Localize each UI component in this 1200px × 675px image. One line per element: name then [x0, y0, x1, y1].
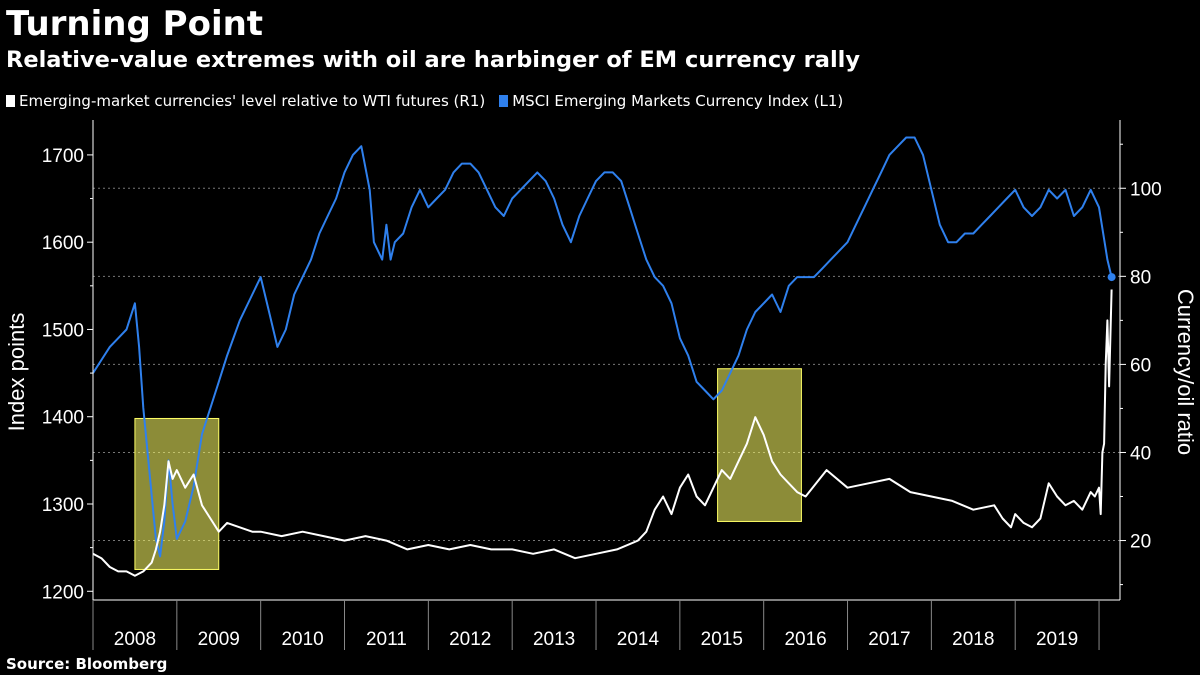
- right-axis-title: Currency/oil ratio: [1173, 289, 1198, 455]
- highlight-box-2: [717, 368, 802, 522]
- x-tick-label: 2014: [617, 629, 660, 650]
- legend-swatch-white: [6, 95, 15, 107]
- right-tick-label: 60: [1130, 355, 1151, 376]
- x-tick-label: 2019: [1036, 629, 1078, 650]
- x-tick-label: 2009: [198, 629, 240, 650]
- x-tick-label: 2016: [784, 629, 826, 650]
- grid-lines: [93, 187, 1120, 542]
- x-tick-label: 2015: [701, 629, 743, 650]
- axes: 1200 1300 1400 1500 1600 1700 20 40 60 80 100 2008 2…: [42, 120, 1162, 650]
- chart-subtitle: Relative-value extremes with oil are har…: [6, 47, 861, 73]
- left-tick-label: 1300: [42, 495, 84, 516]
- left-tick-label: 1400: [42, 408, 84, 429]
- left-tick-label: 1700: [42, 146, 84, 167]
- series-line-currency-oil-ratio: [92, 289, 1113, 577]
- highlight-box-1: [134, 417, 220, 570]
- legend: Emerging-market currencies' level relati…: [6, 91, 843, 111]
- legend-swatch-blue: [499, 95, 509, 107]
- x-tick-label: 2008: [114, 629, 156, 650]
- chart-title: Turning Point: [6, 4, 264, 44]
- x-tick-label: 2013: [533, 629, 575, 650]
- left-axis-title: Index points: [4, 313, 29, 432]
- x-tick-label: 2010: [281, 629, 323, 650]
- left-tick-label: 1500: [42, 320, 84, 341]
- x-tick-label: 2012: [449, 629, 491, 650]
- x-tick-label: 2017: [868, 629, 910, 650]
- legend-item-currency-oil-ratio: Emerging-market currencies' level relati…: [6, 91, 485, 111]
- legend-label-msci-index: MSCI Emerging Markets Currency Index (L1…: [512, 92, 844, 110]
- legend-item-msci-index: MSCI Emerging Markets Currency Index (L1…: [499, 91, 843, 111]
- source-note: Source: Bloomberg: [6, 655, 168, 673]
- highlight-boxes: [134, 368, 802, 570]
- series-line-msci-index: [92, 136, 1113, 558]
- left-tick-label: 1200: [42, 582, 84, 603]
- right-tick-label: 40: [1130, 443, 1151, 464]
- right-tick-label: 20: [1130, 532, 1151, 553]
- right-tick-label: 100: [1130, 179, 1162, 200]
- series-end-marker: [1107, 273, 1116, 282]
- legend-label-currency-oil-ratio: Emerging-market currencies' level relati…: [19, 92, 486, 110]
- series-lines: [92, 136, 1116, 577]
- x-tick-label: 2018: [952, 629, 994, 650]
- x-tick-label: 2011: [366, 629, 407, 650]
- left-tick-label: 1600: [42, 233, 84, 254]
- right-tick-label: 80: [1130, 267, 1151, 288]
